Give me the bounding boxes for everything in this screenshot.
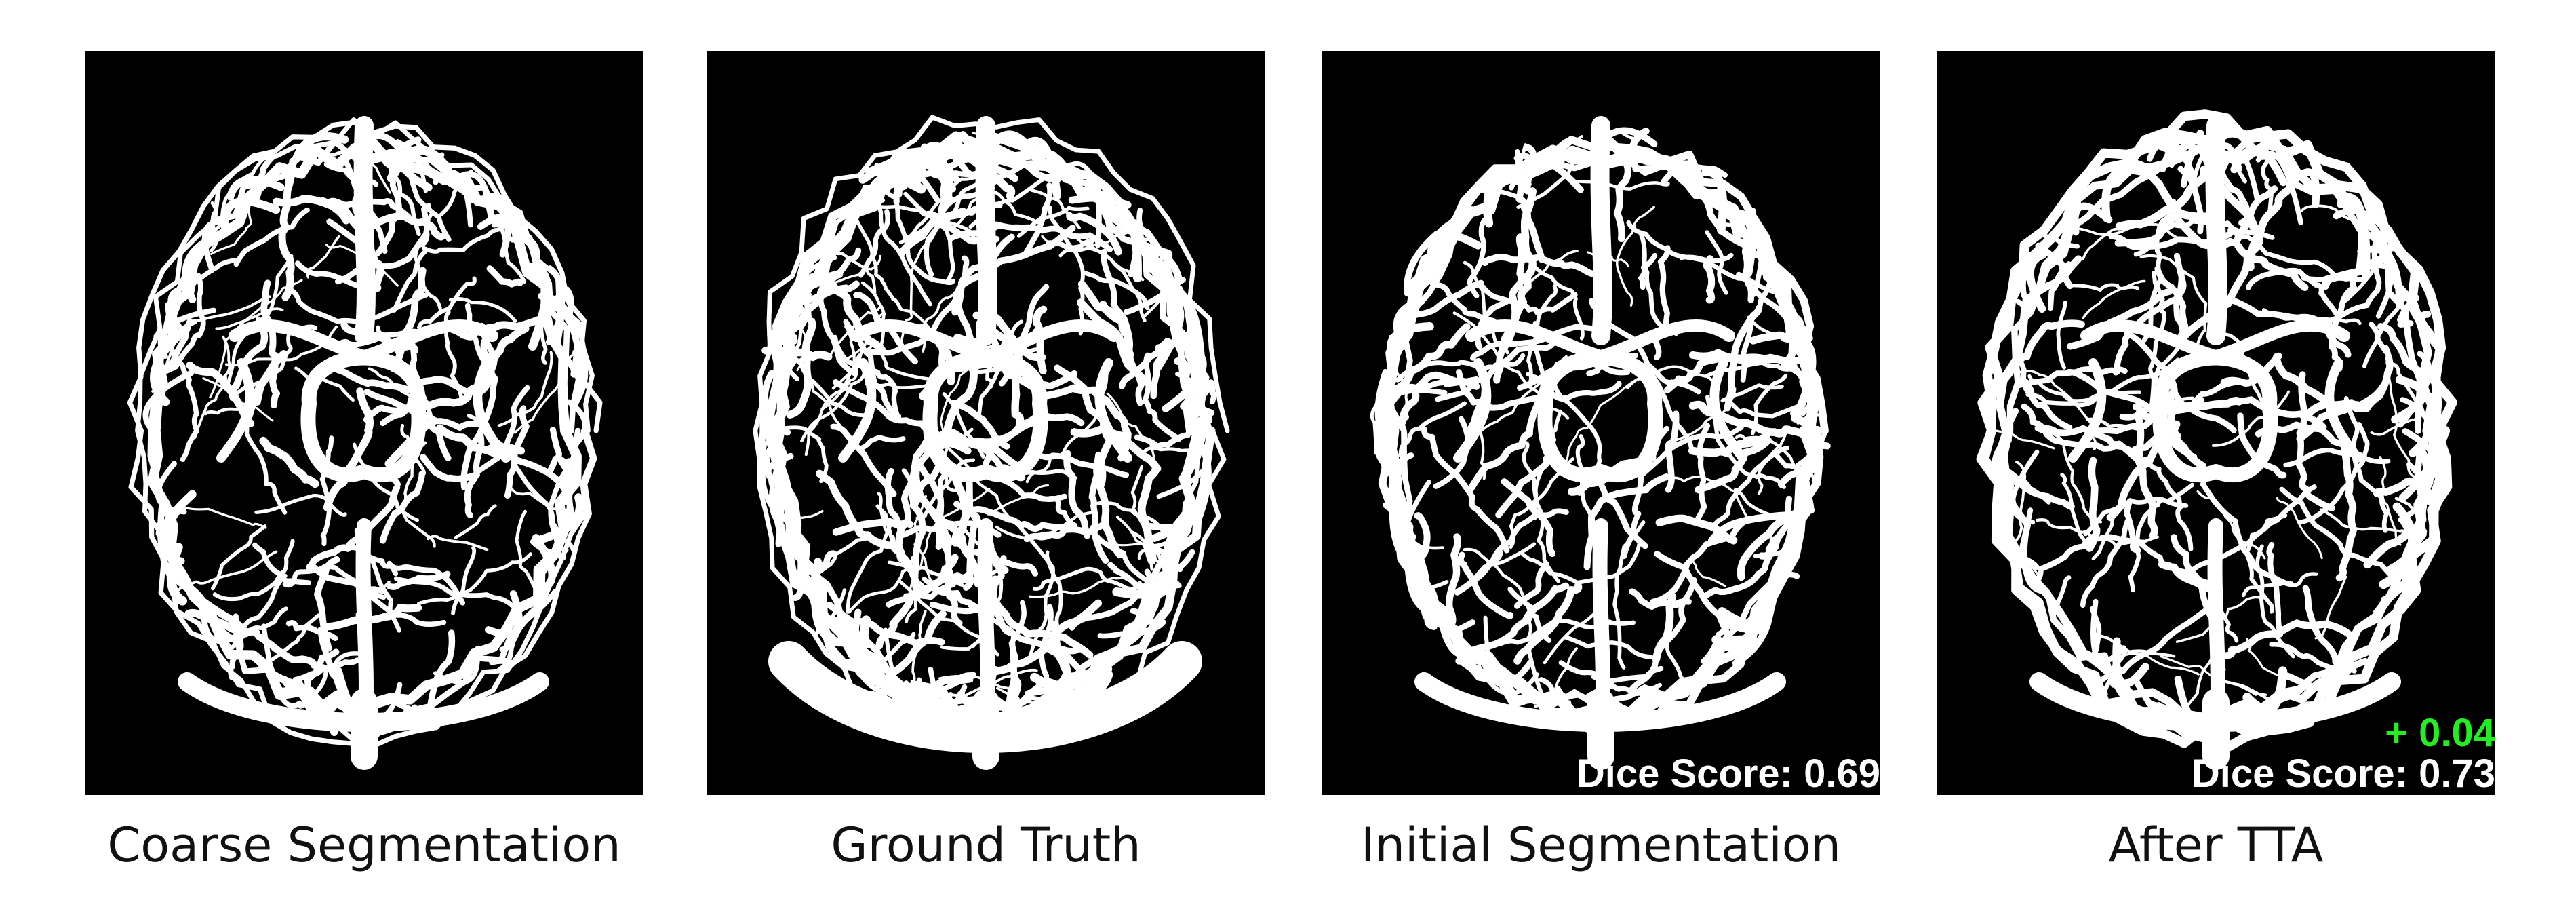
vessel-map-image [1976,109,2457,770]
vessel-map-image [1370,116,1831,770]
panel-after-tta: + 0.04 Dice Score: 0.73 [1937,51,2495,795]
caption-initial-segmentation: Initial Segmentation [1361,817,1841,873]
vessel-map-image [127,116,603,770]
dice-score-label: Dice Score: 0.69 [1576,752,1880,795]
panel-ground-truth [707,51,1265,795]
panel-initial-segmentation: Dice Score: 0.69 [1322,51,1880,795]
caption-ground-truth: Ground Truth [831,817,1141,873]
dice-improvement-label: + 0.04 [2385,711,2495,755]
vessel-map-image [753,115,1230,770]
dice-score-label: Dice Score: 0.73 [2191,752,2495,795]
caption-coarse-segmentation: Coarse Segmentation [107,817,621,873]
caption-after-tta: After TTA [2108,817,2324,873]
panel-coarse-segmentation [85,51,643,795]
